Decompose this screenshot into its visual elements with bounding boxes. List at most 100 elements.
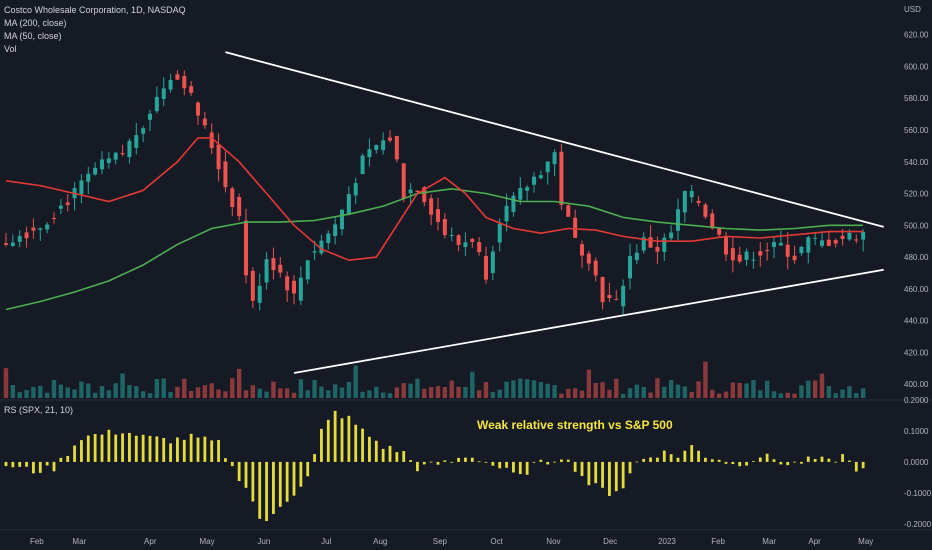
candle-body	[223, 161, 228, 188]
rs-legend[interactable]: RS (SPX, 21, 10)	[4, 405, 74, 415]
candle-body	[586, 253, 591, 264]
rs-bar	[601, 461, 604, 488]
time-axis-label: Apr	[808, 537, 821, 546]
volume-bar	[689, 391, 694, 398]
candle-body	[648, 237, 653, 248]
volume-bar	[490, 391, 496, 398]
candle-body	[374, 144, 379, 150]
candle-body	[676, 209, 680, 231]
time-axis-label: Dec	[603, 537, 617, 546]
rs-bar	[539, 459, 543, 462]
candle-body	[813, 237, 818, 239]
candle-body	[196, 102, 200, 116]
volume-bar	[278, 388, 283, 398]
rs-bar	[704, 457, 707, 462]
candle-body	[504, 205, 509, 222]
volume-bar	[188, 390, 194, 398]
candle-body	[394, 135, 399, 160]
candle-body	[298, 277, 303, 301]
candle-body	[285, 276, 290, 291]
rs-bar	[114, 434, 118, 462]
candle-body	[641, 237, 646, 251]
candle-body	[148, 113, 152, 120]
candle-body	[141, 128, 146, 134]
volume-legend[interactable]: Vol	[4, 44, 17, 54]
time-axis-label: Nov	[546, 537, 560, 546]
candle-body	[765, 249, 770, 252]
candle-body	[710, 213, 715, 229]
candle-body	[182, 76, 187, 89]
rs-bar	[217, 440, 220, 462]
volume-bar	[401, 383, 406, 398]
candle-body	[682, 191, 687, 213]
rs-tick-label: 0.2000	[904, 396, 929, 405]
time-axis-label: Mar	[762, 537, 776, 546]
rs-bar	[614, 461, 618, 492]
rs-bar	[340, 418, 344, 462]
candle-body	[607, 294, 612, 298]
candle-body	[477, 242, 482, 253]
candle-body	[669, 232, 674, 239]
volume-bar	[470, 371, 475, 398]
candle-body	[93, 167, 98, 175]
volume-bar	[854, 392, 859, 398]
ma200-legend[interactable]: MA (200, close)	[4, 18, 67, 28]
rs-bar	[861, 461, 865, 469]
rs-bar	[326, 419, 330, 462]
candle-body	[456, 235, 461, 245]
volume-bar	[367, 390, 372, 398]
volume-bar	[223, 391, 228, 398]
rs-bar	[724, 461, 728, 464]
symbol-title[interactable]: Costco Wholesale Corporation, 1D, NASDAQ	[4, 5, 186, 15]
rs-bar	[635, 461, 639, 463]
candle-body	[820, 240, 824, 246]
candle-body	[401, 163, 406, 199]
volume-bar	[552, 385, 557, 398]
rs-bar	[313, 454, 316, 462]
volume-bar	[51, 379, 57, 398]
rs-bar	[806, 456, 810, 462]
candle-body	[799, 246, 804, 254]
volume-bar	[3, 368, 9, 398]
candle-body	[730, 248, 735, 261]
candle-body	[250, 270, 255, 301]
volume-bar	[182, 378, 187, 398]
rs-bar	[368, 436, 371, 462]
candle-body	[388, 137, 392, 141]
volume-bar	[792, 393, 797, 398]
candle-body	[518, 188, 523, 200]
candle-body	[45, 224, 50, 230]
candle-body	[216, 144, 221, 170]
candle-body	[429, 198, 434, 215]
rs-bar	[505, 461, 508, 468]
candle-body	[840, 235, 845, 239]
price-tick-label: 560.00	[904, 126, 929, 135]
candle-body	[525, 187, 530, 191]
rs-bar	[155, 436, 159, 462]
candle-body	[31, 227, 36, 231]
volume-bar	[497, 389, 502, 398]
candle-body	[634, 252, 639, 261]
candle-body	[614, 299, 619, 301]
volume-bar	[648, 392, 653, 398]
volume-bar	[483, 382, 489, 398]
volume-bar	[140, 391, 146, 398]
volume-bar	[408, 383, 413, 398]
candle-body	[244, 220, 248, 276]
ma50-legend[interactable]: MA (50, close)	[4, 31, 62, 41]
rs-tick-label: -0.2000	[904, 520, 932, 529]
volume-bar	[216, 389, 221, 398]
volume-bar	[442, 386, 448, 398]
volume-bar	[99, 386, 105, 398]
rs-bar	[18, 461, 22, 467]
volume-bar	[545, 383, 550, 398]
rs-bar	[546, 461, 550, 465]
price-tick-label: 540.00	[904, 158, 929, 167]
rs-tick-label: 0.1000	[904, 427, 929, 436]
time-axis-label: Aug	[373, 537, 387, 546]
volume-bar	[668, 380, 674, 398]
rs-bar	[717, 459, 721, 462]
rs-bar	[265, 461, 268, 522]
rs-bar	[436, 461, 440, 465]
